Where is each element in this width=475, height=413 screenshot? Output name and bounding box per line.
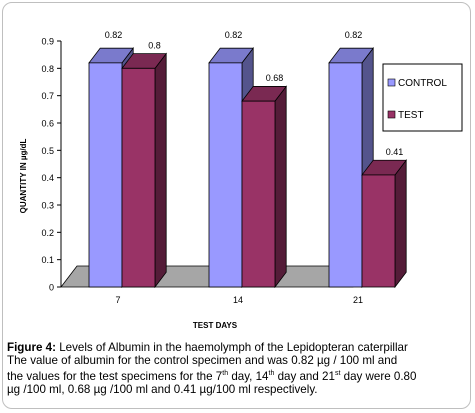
caption-sup: th bbox=[268, 370, 275, 378]
caption-line-4: µg /100 ml, 0.68 µg /100 ml and 0.41 µg/… bbox=[7, 383, 318, 397]
x-axis-label: TEST DAYS bbox=[193, 321, 238, 330]
caption-line-3: the values for the test specimens for th… bbox=[7, 367, 469, 383]
y-tick-label: 0.7 bbox=[41, 91, 54, 101]
bar-side bbox=[154, 52, 167, 289]
x-tick-label: 7 bbox=[115, 295, 120, 305]
x-tick-label: 14 bbox=[233, 295, 243, 305]
y-tick-label: 0.2 bbox=[41, 228, 54, 238]
data-label: 0.82 bbox=[225, 30, 243, 40]
caption-label: Figure 4: bbox=[7, 341, 56, 354]
y-tick-label: 0.9 bbox=[41, 37, 54, 47]
y-tick-label: 0.4 bbox=[41, 173, 54, 183]
y-axis-label: QUANTITY IN µg/dL bbox=[19, 139, 28, 214]
y-tick-label: 0 bbox=[49, 283, 54, 293]
bars-layer bbox=[88, 46, 408, 289]
caption-text: the values for the test specimens for th… bbox=[7, 370, 223, 384]
legend-swatch-test bbox=[387, 110, 396, 119]
bar-chart: 00.10.20.30.40.50.60.70.80.97 14 21 0.820.… bbox=[19, 30, 463, 330]
bar bbox=[121, 67, 156, 288]
caption-line-1: Figure 4: Levels of Albumin in the haemo… bbox=[7, 341, 469, 354]
data-label: 0.8 bbox=[148, 40, 161, 50]
data-label: 0.41 bbox=[386, 147, 404, 157]
bar bbox=[361, 174, 396, 288]
y-tick-label: 0.8 bbox=[41, 64, 54, 74]
labels-layer: 0.82 0.8 0.82 0.68 0.82 0.41 bbox=[105, 30, 404, 157]
caption-text: day were 0.80 bbox=[340, 370, 417, 384]
legend-swatch-control bbox=[387, 78, 396, 87]
caption-text: day and 21 bbox=[274, 370, 335, 384]
bar bbox=[328, 62, 363, 288]
bar-side bbox=[274, 85, 287, 289]
y-tick-label: 0.5 bbox=[41, 146, 54, 156]
data-label: 0.68 bbox=[266, 73, 284, 83]
caption-title: Levels of Albumin in the haemolymph of t… bbox=[55, 341, 408, 354]
caption-sup: st bbox=[334, 370, 341, 378]
legend-label-test: TEST bbox=[398, 110, 424, 121]
y-tick-label: 0.3 bbox=[41, 201, 54, 211]
data-label: 0.82 bbox=[345, 30, 363, 40]
legend-box bbox=[382, 63, 463, 132]
legend-label-control: CONTROL bbox=[398, 78, 447, 89]
caption-text: day, 14 bbox=[228, 370, 269, 384]
y-tick-label: 0.6 bbox=[41, 119, 54, 129]
x-tick-label: 21 bbox=[353, 295, 363, 305]
bar bbox=[241, 100, 276, 288]
y-tick-label: 0.1 bbox=[41, 255, 54, 265]
caption-sup: th bbox=[222, 370, 229, 378]
data-label: 0.82 bbox=[105, 30, 123, 40]
bar bbox=[88, 62, 123, 288]
bar bbox=[208, 62, 243, 288]
figure-caption: Figure 4: Levels of Albumin in the haemo… bbox=[7, 341, 469, 397]
caption-line-2: The value of albumin for the control spe… bbox=[7, 354, 398, 368]
legend: CONTROL TEST bbox=[382, 63, 463, 132]
bar-side bbox=[394, 159, 407, 289]
